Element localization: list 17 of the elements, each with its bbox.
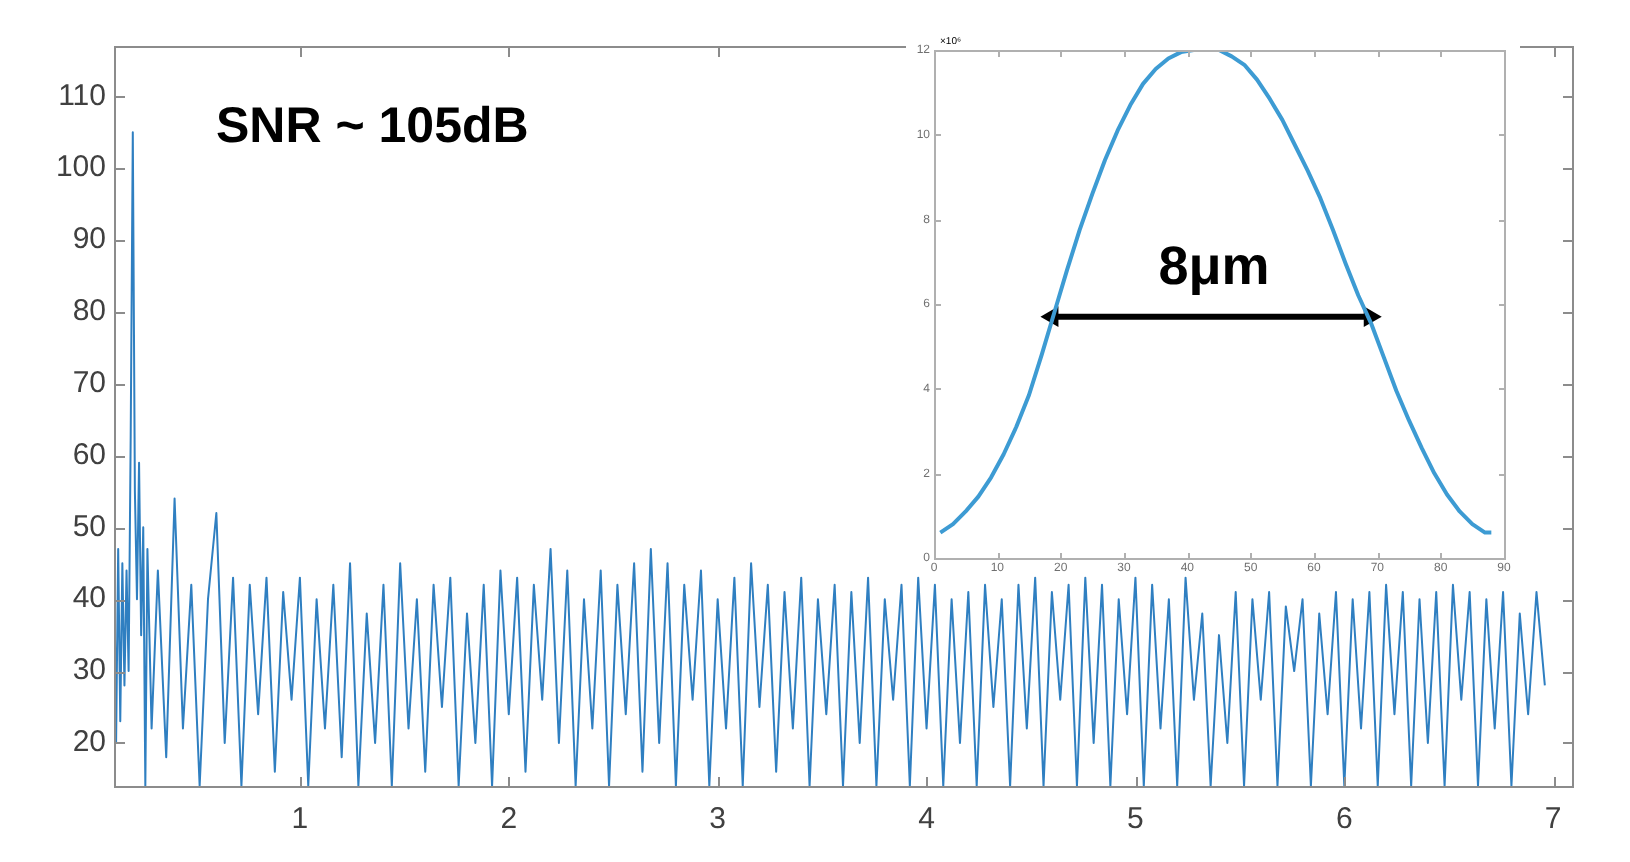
x-tick-label: 6 xyxy=(1335,802,1353,837)
y-tick-label: 60 xyxy=(72,437,106,472)
x-tick-label: 1 xyxy=(291,802,309,837)
y-tick-label: 30 xyxy=(72,653,106,688)
y-tick-label: 100 xyxy=(55,150,106,185)
y-tick-label: 80 xyxy=(72,294,106,329)
y-tick-label: 110 xyxy=(58,78,106,113)
y-tick-label: 50 xyxy=(72,509,106,544)
x-tick-label: 5 xyxy=(1127,802,1144,837)
y-tick-label: 20 xyxy=(72,725,106,760)
x-tick-label: 2 xyxy=(500,802,518,837)
x-tick-label: 3 xyxy=(709,802,727,837)
annotation: SNR ~ 105dB xyxy=(216,98,529,154)
annotation: 8μm xyxy=(1158,236,1270,296)
y-tick-label: 70 xyxy=(72,365,106,400)
y-tick-label: 90 xyxy=(72,222,106,257)
x-tick-label: 7 xyxy=(1544,802,1562,837)
